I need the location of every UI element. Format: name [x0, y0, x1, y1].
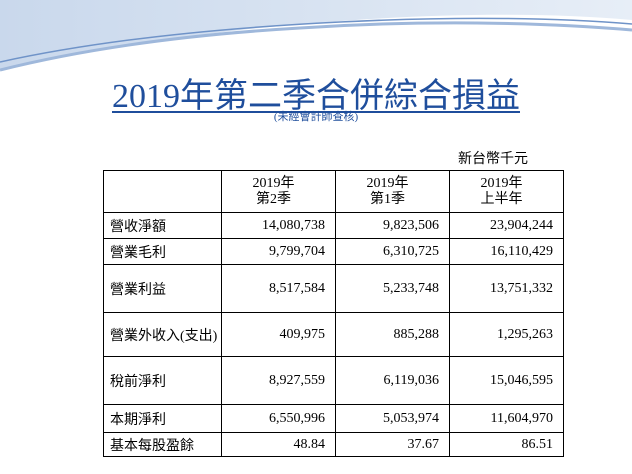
cell-value: 6,119,036 [335, 356, 450, 405]
table-row: 營業毛利 9,799,704 6,310,725 16,110,429 [103, 238, 564, 265]
table-row: 本期淨利 6,550,996 5,053,974 11,604,970 [103, 404, 564, 433]
row-label: 基本每股盈餘 [103, 432, 222, 457]
cell-value: 14,080,738 [221, 212, 336, 239]
header-line: 第1季 [370, 191, 405, 207]
cell-value: 885,288 [335, 312, 450, 357]
cell-value: 6,550,996 [221, 404, 336, 433]
header-line: 第2季 [256, 191, 291, 207]
cell-value: 11,604,970 [449, 404, 564, 433]
cell-value: 9,799,704 [221, 238, 336, 265]
column-header: 2019年 第2季 [221, 170, 336, 213]
cell-value: 5,233,748 [335, 264, 450, 313]
cell-value: 6,310,725 [335, 238, 450, 265]
cell-value: 23,904,244 [449, 212, 564, 239]
cell-value: 37.67 [335, 432, 450, 457]
cell-value: 1,295,263 [449, 312, 564, 357]
title: 2019年第二季合併綜合損益 [112, 78, 520, 115]
table-row: 營收淨額 14,080,738 9,823,506 23,904,244 [103, 212, 564, 239]
row-label: 本期淨利 [103, 404, 222, 433]
header-line: 2019年 [366, 175, 409, 191]
cell-value: 409,975 [221, 312, 336, 357]
corner-cell [103, 170, 222, 213]
column-header: 2019年 上半年 [449, 170, 564, 213]
row-label: 營業毛利 [103, 238, 222, 265]
cell-value: 13,751,332 [449, 264, 564, 313]
cell-value: 8,517,584 [221, 264, 336, 313]
row-label: 營收淨額 [103, 212, 222, 239]
table-row: 營業利益 8,517,584 5,233,748 13,751,332 [103, 264, 564, 313]
decoration [0, 0, 632, 72]
column-header: 2019年 第1季 [335, 170, 450, 213]
table: 2019年 第2季 2019年 第1季 2019年 上半年 營收淨額 14,080,738 9,… [103, 170, 564, 457]
unit-label: 新台幣千元 [458, 152, 528, 167]
table-row: 營業外收入(支出) 409,975 885,288 1,295,263 [103, 312, 564, 357]
cell-value: 5,053,974 [335, 404, 450, 433]
row-label: 稅前淨利 [103, 356, 222, 405]
cell-value: 9,823,506 [335, 212, 450, 239]
header-line: 2019年 [480, 175, 523, 191]
cell-value: 86.51 [449, 432, 564, 457]
subtitle: (未經會計師查核) [273, 111, 359, 123]
header-row: 2019年 第2季 2019年 第1季 2019年 上半年 [103, 170, 564, 213]
header-line: 上半年 [480, 191, 523, 207]
table-row: 基本每股盈餘 48.84 37.67 86.51 [103, 432, 564, 457]
cell-value: 8,927,559 [221, 356, 336, 405]
header-line: 2019年 [252, 175, 295, 191]
table-row: 稅前淨利 8,927,559 6,119,036 15,046,595 [103, 356, 564, 405]
row-label: 營業利益 [103, 264, 222, 313]
cell-value: 48.84 [221, 432, 336, 457]
row-label: 營業外收入(支出) [103, 312, 222, 357]
cell-value: 15,046,595 [449, 356, 564, 405]
cell-value: 16,110,429 [449, 238, 564, 265]
